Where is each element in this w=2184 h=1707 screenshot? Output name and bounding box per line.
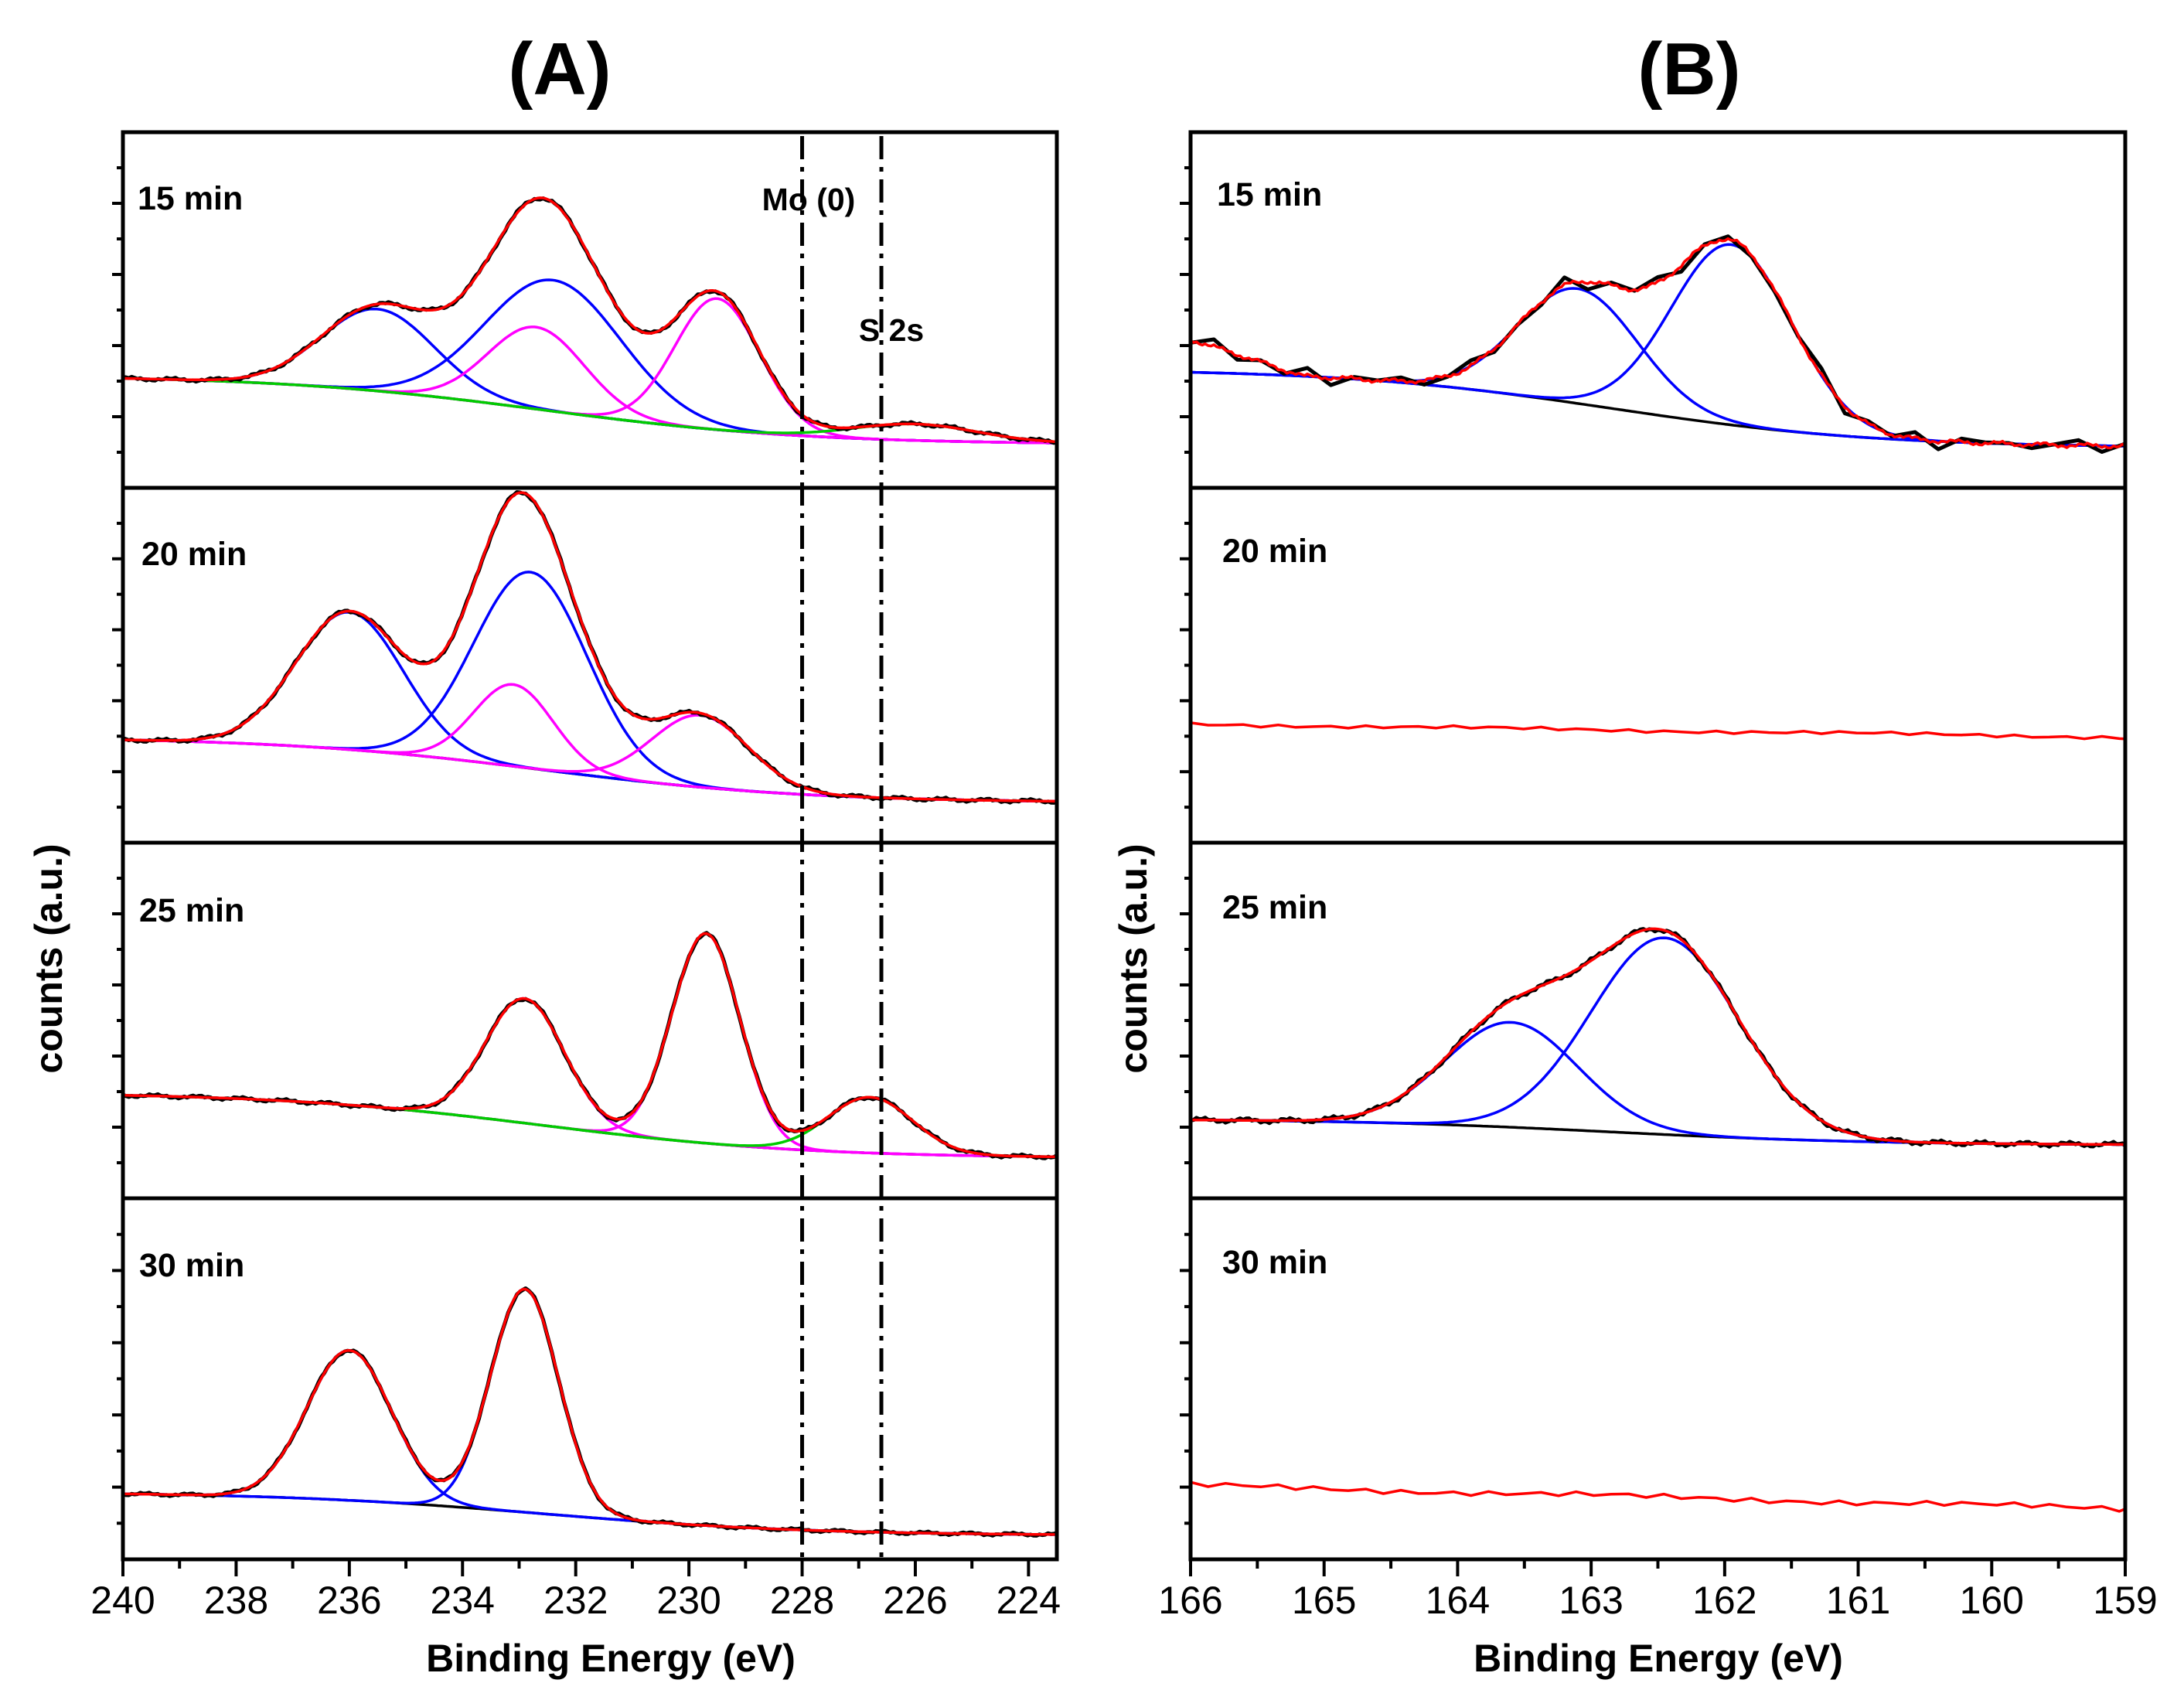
x-tick-label: 160 xyxy=(1960,1579,2024,1622)
chart-a: (A) counts (a.u.) Binding Energy (eV) 15… xyxy=(27,28,1061,1680)
x-tick-label: 230 xyxy=(656,1579,721,1622)
series-mo-component-4 xyxy=(122,714,1057,803)
chart-a-panel-25-min: 25 min xyxy=(121,892,1058,1160)
series-signal xyxy=(1190,1480,2126,1513)
x-tick-label: 234 xyxy=(431,1579,495,1622)
series-experimental xyxy=(1190,234,2126,454)
x-tick-label: 240 xyxy=(90,1579,155,1622)
series-mo-component-3 xyxy=(122,683,1057,803)
chart-b-panel-30-min: 30 min xyxy=(1190,1244,2126,1513)
chart-b-panel-label: 15 min xyxy=(1217,176,1322,213)
series-s-2p3-2-component xyxy=(1191,1020,2125,1147)
chart-b-x-axis-label: Binding Energy (eV) xyxy=(1474,1637,1843,1680)
series-s-2s-component xyxy=(123,376,1058,444)
x-tick-label: 228 xyxy=(770,1579,834,1622)
series-experimental xyxy=(1190,927,2127,1149)
x-tick-label: 238 xyxy=(204,1579,268,1622)
chart-b-panel-20-min: 20 min xyxy=(1190,533,2126,741)
chart-b-panel-25-min: 25 min xyxy=(1190,889,2127,1149)
chart-b-y-axis-label: counts (a.u.) xyxy=(1112,843,1155,1073)
x-tick-label: 166 xyxy=(1158,1579,1222,1622)
chart-b-panel-label: 30 min xyxy=(1222,1244,1327,1281)
chart-b-title: (B) xyxy=(1637,28,1740,111)
series-s-2p1-2-component xyxy=(1191,936,2125,1147)
series-mo-component-2 xyxy=(123,278,1058,445)
x-tick-label: 232 xyxy=(543,1579,608,1622)
x-tick-label: 164 xyxy=(1426,1579,1490,1622)
chart-a-panel-label: 20 min xyxy=(141,536,247,573)
series-mo-component-2 xyxy=(122,571,1057,803)
series-signal xyxy=(1190,721,2126,741)
x-tick-label: 161 xyxy=(1826,1579,1890,1622)
chart-b-ticks: 166 165 164 163 162 161 160 159 xyxy=(1158,166,2158,1622)
chart-a-panel-label: 30 min xyxy=(139,1247,244,1284)
series-fit-envelope xyxy=(122,491,1057,803)
chart-a-title: (A) xyxy=(508,28,611,111)
series-baseline xyxy=(123,376,1058,445)
chart-b-panel-15-min: 15 min xyxy=(1189,176,2126,454)
annotation-mo-0: Mo (0) xyxy=(762,182,856,217)
chart-a-panel-15-min: 15 min xyxy=(122,180,1058,445)
series-fit-envelope xyxy=(123,196,1058,444)
series-fit-envelope xyxy=(123,932,1057,1159)
annotation-s-2s: S 2s xyxy=(859,312,924,348)
x-tick-label: 226 xyxy=(883,1579,947,1622)
chart-a-x-axis-label: Binding Energy (eV) xyxy=(426,1637,796,1680)
chart-a-ticks: 240 238 236 234 232 230 228 226 224 xyxy=(90,166,1061,1622)
series-s-2p3-2-component xyxy=(1190,287,2126,448)
x-tick-label: 165 xyxy=(1292,1579,1356,1622)
series-baseline xyxy=(122,1492,1057,1536)
chart-a-panel-30-min: 30 min xyxy=(122,1247,1058,1538)
series-fit-envelope xyxy=(1191,927,2125,1147)
chart-a-panel-label: 15 min xyxy=(138,180,243,217)
x-tick-label: 236 xyxy=(317,1579,381,1622)
x-tick-label: 162 xyxy=(1692,1579,1756,1622)
series-mo-component-2 xyxy=(122,1287,1057,1536)
chart-b-panel-label: 25 min xyxy=(1222,889,1327,926)
chart-a-frame xyxy=(121,130,1059,1562)
chart-b-frame xyxy=(1188,130,2128,1562)
chart-b-panel-label: 20 min xyxy=(1222,533,1327,570)
x-tick-label: 159 xyxy=(2093,1579,2157,1622)
x-tick-label: 224 xyxy=(997,1579,1061,1622)
x-tick-label: 163 xyxy=(1559,1579,1623,1622)
series-fit-envelope xyxy=(1189,237,2126,450)
series-fit-envelope xyxy=(122,1287,1057,1536)
series-mo-component-1 xyxy=(122,1349,1057,1536)
chart-a-panel-label: 25 min xyxy=(139,892,244,929)
series-experimental xyxy=(122,1286,1058,1538)
chart-a-panel-20-min: 20 min xyxy=(122,490,1058,805)
chart-b: (B) counts (a.u.) Binding Energy (eV) 15… xyxy=(1112,28,2158,1680)
series-mo-component-3 xyxy=(123,997,1057,1159)
chart-a-y-axis-label: counts (a.u.) xyxy=(27,843,70,1073)
